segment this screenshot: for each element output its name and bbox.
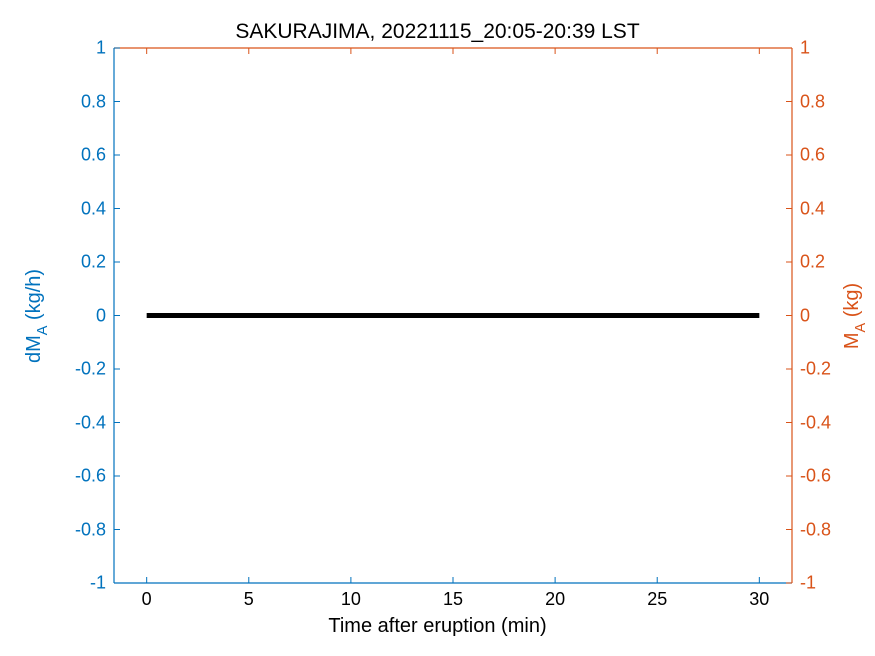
x-tick-label: 10: [341, 589, 361, 610]
y-left-tick-label: 0.4: [81, 198, 106, 219]
y-left-tick-label: 0: [96, 305, 106, 326]
x-tick-label: 25: [647, 589, 667, 610]
y-left-tick-label: -0.8: [75, 519, 106, 540]
y-left-tick-label: 0.2: [81, 252, 106, 273]
y-left-tick-label: -0.4: [75, 412, 106, 433]
y-right-tick-label: -1: [800, 573, 816, 594]
y-left-tick-label: 0.6: [81, 145, 106, 166]
y-axis-left-label: dMA (kg/h): [23, 268, 49, 362]
x-tick-label: 20: [545, 589, 565, 610]
plot-svg: [114, 48, 792, 583]
chart-title: SAKURAJIMA, 20221115_20:05-20:39 LST: [0, 20, 875, 44]
x-axis-label: Time after eruption (min): [0, 615, 875, 638]
y-left-tick-label: -0.2: [75, 359, 106, 380]
y-left-tick-label: -0.6: [75, 466, 106, 487]
y-right-tick-label: -0.2: [800, 359, 831, 380]
y-left-tick-label: 0.8: [81, 91, 106, 112]
y-right-tick-label: 0.4: [800, 198, 825, 219]
y-right-tick-label: 0.2: [800, 252, 825, 273]
y-right-tick-label: 0.8: [800, 91, 825, 112]
x-tick-label: 30: [749, 589, 769, 610]
y-right-tick-label: -0.4: [800, 412, 831, 433]
y-right-tick-label: 0.6: [800, 145, 825, 166]
y-axis-right-label: MA (kg): [841, 282, 867, 348]
y-right-tick-label: 1: [800, 38, 810, 59]
y-left-tick-label: -1: [90, 573, 106, 594]
y-right-tick-label: 0: [800, 305, 810, 326]
chart-container: SAKURAJIMA, 20221115_20:05-20:39 LST Tim…: [0, 0, 875, 656]
x-tick-label: 0: [142, 589, 152, 610]
x-tick-label: 5: [244, 589, 254, 610]
y-right-tick-label: -0.6: [800, 466, 831, 487]
x-tick-label: 15: [443, 589, 463, 610]
plot-area: [114, 48, 792, 583]
y-left-tick-label: 1: [96, 38, 106, 59]
y-right-tick-label: -0.8: [800, 519, 831, 540]
